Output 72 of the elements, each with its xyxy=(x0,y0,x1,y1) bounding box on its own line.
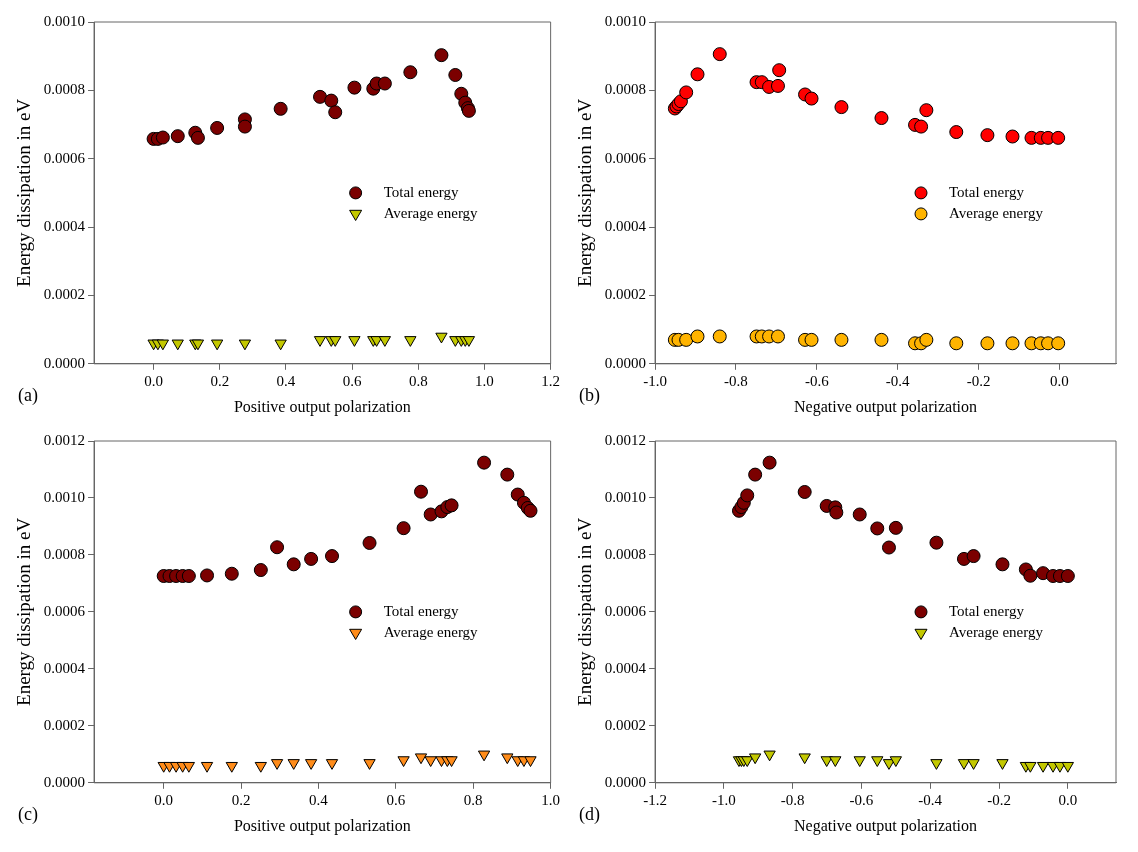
text: (b) xyxy=(579,385,600,406)
x-tick-label: 0.8 xyxy=(463,791,483,808)
x-tick-label: -0.6 xyxy=(804,372,830,389)
legend-label: Total energy xyxy=(383,602,460,619)
y-tick-label: 0.0000 xyxy=(43,354,86,371)
x-tick-label: -0.6 xyxy=(849,791,874,808)
x-tick-label: -1.2 xyxy=(643,791,667,808)
y-axis-title: Energy dissipation in eV xyxy=(13,517,35,706)
y-tick-label: 0.0006 xyxy=(43,149,86,166)
legend-label: Total energy xyxy=(383,183,460,200)
y-tick-label: 0.0002 xyxy=(604,716,647,733)
y-tick-label: 0.0008 xyxy=(43,545,86,562)
x-tick-label: 1.0 xyxy=(475,372,494,389)
y-tick-label: 0.0002 xyxy=(43,286,86,303)
y-tick-label: 0.0000 xyxy=(604,773,647,790)
x-tick-label: 0.2 xyxy=(210,372,230,389)
text: (c) xyxy=(18,804,38,825)
x-tick-label: 0.2 xyxy=(231,791,251,808)
x-tick-label: -0.8 xyxy=(724,372,748,389)
x-tick-label: -0.8 xyxy=(780,791,805,808)
x-tick-label: -1.0 xyxy=(711,791,736,808)
x-tick-label: 0.4 xyxy=(309,791,329,808)
legend-label: Total energy xyxy=(949,183,1025,200)
legend-label: Average energy xyxy=(949,204,1044,221)
y-tick-label: 0.0002 xyxy=(43,716,86,733)
y-tick-label: 0.0006 xyxy=(604,149,647,166)
x-tick-label: -0.2 xyxy=(987,791,1011,808)
y-tick-label: 0.0004 xyxy=(604,659,647,676)
x-tick-label: -0.2 xyxy=(966,372,991,389)
y-tick-label: 0.0010 xyxy=(43,488,86,505)
y-tick-label: 0.0008 xyxy=(604,545,647,562)
x-tick-label: -0.4 xyxy=(918,791,943,808)
x-tick-label: 0.8 xyxy=(408,372,428,389)
y-tick-label: 0.0008 xyxy=(43,81,86,98)
y-tick-label: 0.0004 xyxy=(604,218,647,235)
x-tick-label: 1.0 xyxy=(541,791,560,808)
x-tick-label: -0.4 xyxy=(885,372,911,389)
legend-label: Average energy xyxy=(949,623,1044,640)
x-tick-label: 0.0 xyxy=(1050,372,1069,389)
x-axis-title: Positive output polarization xyxy=(233,397,411,416)
x-tick-label: 0.0 xyxy=(1058,791,1078,808)
x-tick-label: -1.0 xyxy=(643,372,667,389)
y-axis-title: Energy dissipation in eV xyxy=(13,98,35,287)
y-tick-label: 0.0010 xyxy=(604,12,647,29)
x-tick-label: 0.4 xyxy=(276,372,296,389)
legend-label: Total energy xyxy=(949,602,1025,619)
y-tick-label: 0.0012 xyxy=(43,431,86,448)
y-tick-label: 0.0010 xyxy=(43,12,86,29)
y-tick-label: 0.0004 xyxy=(43,218,86,235)
y-tick-label: 0.0000 xyxy=(604,354,647,371)
y-tick-label: 0.0000 xyxy=(43,773,86,790)
y-tick-label: 0.0004 xyxy=(43,659,86,676)
x-axis-title: Positive output polarization xyxy=(233,816,411,835)
y-tick-label: 0.0010 xyxy=(604,488,647,505)
y-axis-title: Energy dissipation in eV xyxy=(574,517,596,706)
y-tick-label: 0.0006 xyxy=(43,602,86,619)
x-tick-label: 1.2 xyxy=(541,372,560,389)
y-tick-label: 0.0002 xyxy=(604,286,647,303)
y-tick-label: 0.0012 xyxy=(604,431,647,448)
x-axis-title: Negative output polarization xyxy=(793,816,978,835)
x-tick-label: 0.0 xyxy=(154,791,174,808)
x-tick-label: 0.6 xyxy=(342,372,362,389)
y-tick-label: 0.0006 xyxy=(604,602,647,619)
legend-label: Average energy xyxy=(383,623,479,640)
x-axis-title: Negative output polarization xyxy=(793,397,978,416)
text: (d) xyxy=(579,804,600,825)
x-tick-label: 0.6 xyxy=(386,791,406,808)
legend-label: Average energy xyxy=(383,204,479,221)
y-axis-title: Energy dissipation in eV xyxy=(574,98,596,287)
text: (a) xyxy=(18,385,38,406)
y-tick-label: 0.0008 xyxy=(604,81,647,98)
x-tick-label: 0.0 xyxy=(144,372,163,389)
